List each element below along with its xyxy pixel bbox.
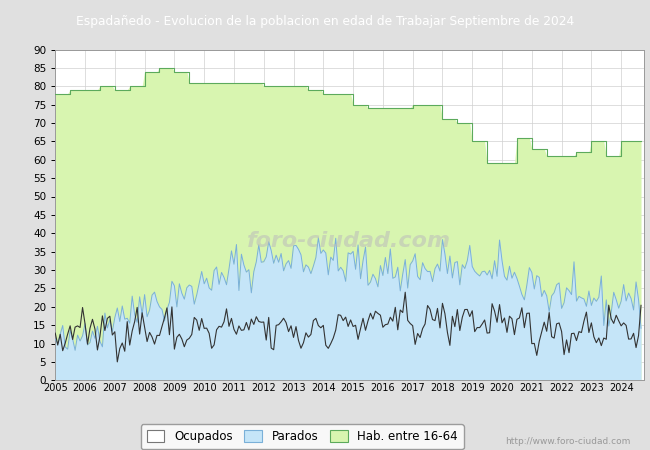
Legend: Ocupados, Parados, Hab. entre 16-64: Ocupados, Parados, Hab. entre 16-64 [141, 424, 463, 449]
Text: Espadañedo - Evolucion de la poblacion en edad de Trabajar Septiembre de 2024: Espadañedo - Evolucion de la poblacion e… [76, 15, 574, 28]
Text: http://www.foro-ciudad.com: http://www.foro-ciudad.com [505, 436, 630, 446]
Text: foro-ciudad.com: foro-ciudad.com [248, 231, 451, 252]
